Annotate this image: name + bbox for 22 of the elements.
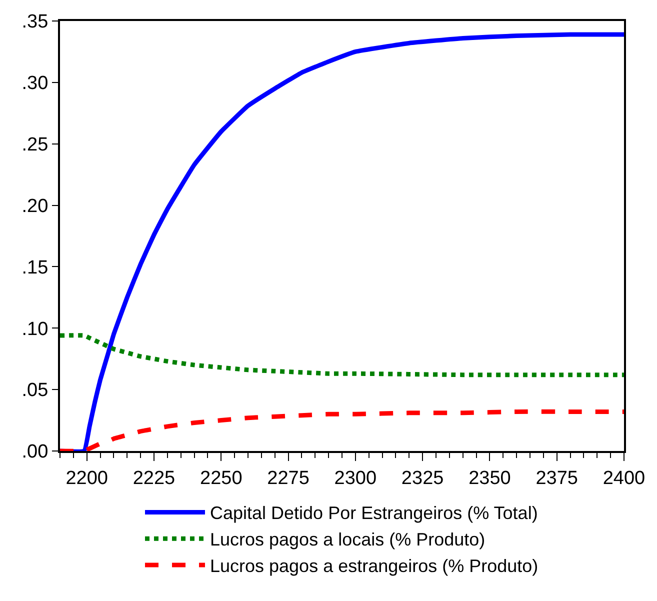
x-tick-label: 2275 [267,468,310,489]
legend-label: Capital Detido Por Estrangeiros (% Total) [210,503,538,524]
y-tick-label: .20 [22,196,48,217]
x-tick-label: 2250 [200,468,242,489]
x-tick-label: 2225 [132,468,176,489]
y-tick-label: .25 [22,134,48,156]
x-tick-label: 2375 [536,468,578,489]
x-tick-label: 2400 [602,468,646,489]
y-tick-label: .10 [22,318,48,340]
y-tick-label: .00 [22,442,48,463]
y-tick-label: .30 [22,73,48,94]
x-tick-label: 2350 [468,468,511,489]
y-tick-label: .05 [22,380,48,402]
y-tick-label: .35 [22,12,48,33]
line-series [60,333,624,378]
legend-label: Lucros pagos a locais (% Produto) [210,530,486,550]
legend-label: Lucros pagos a estrangeiros (% Produto) [210,556,538,576]
x-tick-label: 2300 [334,468,377,489]
line-series [60,409,624,451]
y-tick-label: .15 [22,257,48,278]
x-tick-label: 2325 [401,468,444,489]
x-tick-label: 2200 [66,468,108,489]
